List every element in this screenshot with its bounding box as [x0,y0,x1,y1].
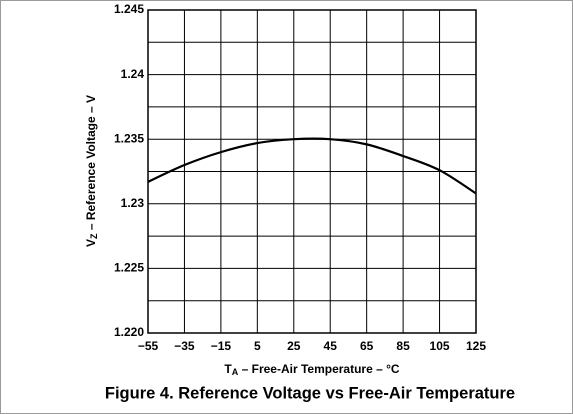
x-tick-label: 85 [396,339,410,353]
y-tick-label: 1.235 [114,131,144,145]
y-axis-label: VZ – Reference Voltage – V [84,95,99,247]
x-axis-label: TA – Free-Air Temperature – °C [224,362,399,377]
y-label-sub: Z [89,233,99,239]
y-tick-label: 1.24 [121,67,145,81]
x-tick-label: 105 [430,339,450,353]
x-tick-label: 65 [360,339,374,353]
x-tick-label: −35 [174,339,195,353]
x-label-main: T [224,362,232,376]
x-tick-label: 5 [254,339,261,353]
x-tick-label: −55 [138,339,159,353]
y-tick-label: 1.23 [121,196,145,210]
plot-border [147,9,477,334]
y-tick-label: 1.225 [114,261,144,275]
x-label-sub: A [232,367,239,377]
y-label-rest: – Reference Voltage – V [84,95,98,234]
y-label-main: V [84,239,98,247]
y-tick-label: 1.220 [114,325,144,339]
x-tick-label: −15 [211,339,232,353]
data-line [147,137,477,195]
x-tick-label: 45 [324,339,338,353]
x-tick-label: 125 [466,339,486,353]
chart-title: Figure 4. Reference Voltage vs Free-Air … [105,384,515,402]
y-tick-label: 1.245 [114,2,144,16]
x-tick-label: 25 [287,339,301,353]
x-label-rest: – Free-Air Temperature – °C [238,362,400,376]
